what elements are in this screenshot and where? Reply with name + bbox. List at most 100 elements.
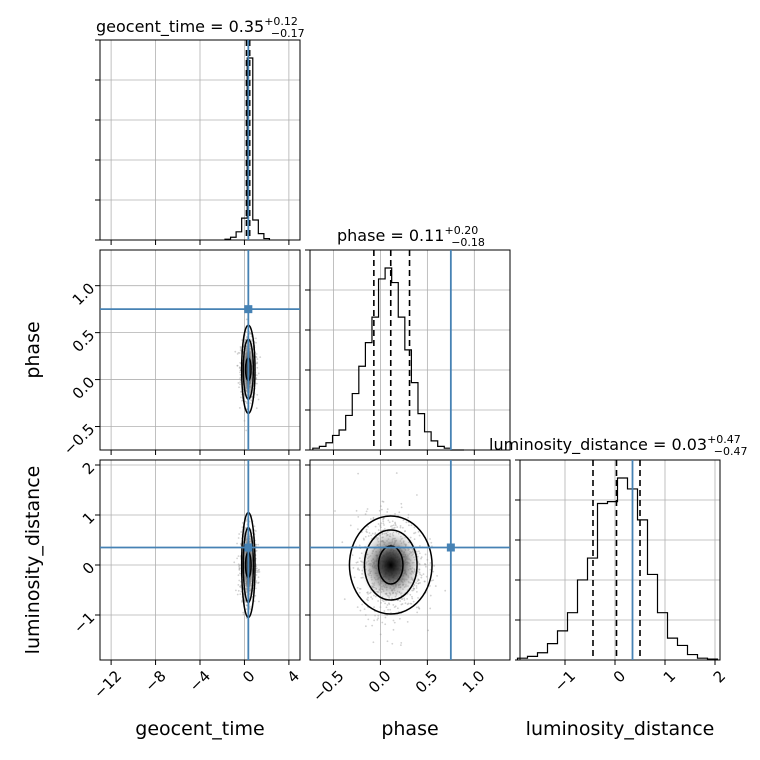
sample-point: [394, 605, 397, 608]
sample-point: [369, 518, 372, 520]
x-tick-label: −1: [551, 667, 579, 695]
sample-point: [388, 521, 391, 524]
sample-point: [366, 508, 369, 510]
sample-point: [379, 525, 382, 527]
sample-point: [257, 569, 260, 572]
sample-point: [415, 587, 418, 589]
sample-point: [245, 604, 248, 607]
sample-point: [418, 607, 421, 610]
sample-point: [426, 558, 429, 561]
sample-point: [239, 396, 242, 399]
sample-point: [376, 618, 379, 621]
sample-point: [239, 586, 242, 589]
sample-point: [257, 372, 260, 375]
panel-geocent-time-hist: [95, 39, 301, 245]
sample-point: [239, 369, 242, 372]
sample-point: [418, 607, 420, 610]
sample-point: [240, 531, 243, 533]
sample-point: [241, 526, 244, 529]
sample-point: [238, 564, 241, 567]
sample-point: [419, 581, 421, 584]
x-tick-label: −4: [186, 667, 214, 695]
sample-point: [425, 575, 428, 578]
sample-point: [255, 377, 258, 380]
sample-point: [393, 606, 396, 609]
sample-point: [415, 590, 418, 593]
sample-point: [239, 381, 242, 383]
sample-point: [386, 604, 389, 606]
sample-point: [238, 567, 241, 569]
sample-point: [248, 605, 251, 608]
sample-point: [239, 347, 242, 350]
sample-point: [391, 524, 394, 527]
sample-point: [396, 607, 399, 610]
contour-1: [377, 545, 404, 585]
sample-point: [404, 530, 406, 532]
sample-point: [432, 570, 435, 573]
sample-point: [416, 494, 418, 496]
x-tick-label: 2: [710, 667, 729, 686]
sample-point: [374, 525, 377, 528]
sample-point: [249, 402, 252, 405]
sample-point: [392, 604, 395, 606]
histogram-step: [516, 477, 719, 660]
sample-point: [377, 617, 380, 620]
sample-point: [367, 535, 370, 537]
sample-point: [257, 581, 260, 584]
sample-point: [239, 349, 242, 352]
sample-point: [377, 529, 380, 531]
sample-point: [380, 522, 383, 525]
sample-point: [401, 603, 404, 605]
sample-point: [355, 509, 358, 512]
sample-point: [356, 606, 359, 608]
sample-point: [367, 618, 370, 621]
sample-point: [341, 541, 344, 544]
sample-point: [399, 526, 402, 529]
sample-point: [401, 526, 404, 529]
sample-point: [365, 530, 368, 533]
sample-point: [257, 543, 260, 546]
sample-point: [424, 580, 426, 583]
sample-point: [420, 574, 423, 577]
sample-point: [254, 530, 257, 532]
sample-point: [420, 556, 423, 559]
sample-point: [407, 602, 410, 605]
sample-point: [239, 371, 241, 374]
sample-point: [394, 521, 397, 524]
sample-point: [379, 505, 382, 508]
sample-point: [395, 472, 398, 474]
x-tick-label: 0: [610, 667, 629, 686]
sample-point: [384, 602, 386, 605]
sample-point: [237, 351, 240, 354]
sample-point: [255, 543, 258, 546]
sample-point: [249, 332, 252, 335]
x-tick-label: −12: [90, 667, 125, 702]
sample-point: [236, 593, 239, 596]
sample-point: [417, 530, 420, 533]
y-tick-label: 2: [79, 459, 98, 478]
sample-point: [238, 367, 241, 369]
sample-point: [383, 610, 386, 612]
sample-point: [409, 593, 412, 596]
x-tick-label: 0.5: [412, 667, 442, 697]
sample-point: [389, 608, 392, 611]
panel-frame: [309, 459, 511, 661]
sample-point: [377, 523, 380, 525]
x-tick-label: 1.0: [459, 667, 489, 697]
sample-point: [382, 520, 385, 523]
x-tick-label: −8: [141, 667, 169, 695]
panel-luminosity-distance-hist: −1 0 1 2: [515, 459, 729, 695]
ylabel-phase: phase: [22, 321, 44, 378]
sample-point: [366, 591, 369, 594]
sample-point: [387, 608, 389, 611]
title-phase: phase = 0.11+0.20 −0.18: [337, 224, 485, 249]
sample-point: [254, 594, 257, 597]
sample-point: [245, 318, 248, 321]
sample-point: [371, 532, 374, 535]
sample-point: [237, 574, 240, 577]
sample-point: [241, 522, 244, 524]
sample-point: [399, 617, 401, 620]
sample-point: [411, 595, 413, 598]
sample-point: [255, 341, 257, 344]
y-tick-label: 1.0: [69, 279, 99, 309]
